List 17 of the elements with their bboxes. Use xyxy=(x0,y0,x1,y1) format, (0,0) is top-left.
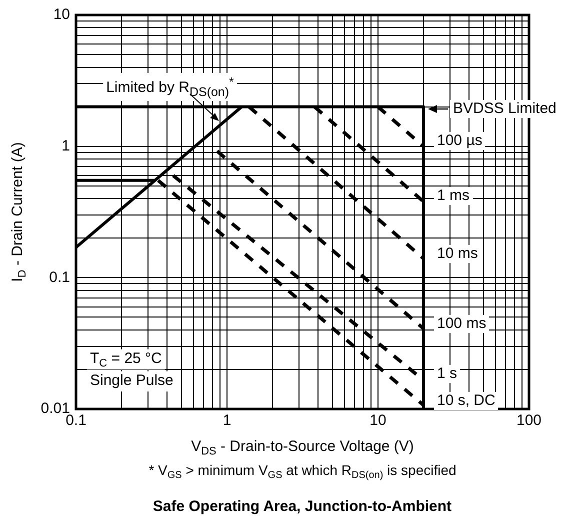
x-tick-label: 0.1 xyxy=(66,412,86,430)
y-tick-label: 0.1 xyxy=(49,268,70,286)
annotation: 100 ms xyxy=(434,315,490,333)
y-axis-title: ID - Drain Current (A) xyxy=(9,142,29,282)
y-tick-label: 1 xyxy=(62,137,70,154)
y-tick-label: 10 xyxy=(53,6,70,24)
annotation: 1 s xyxy=(434,365,460,383)
text: Safe Operating Area, Junction-to-Ambient xyxy=(152,498,452,516)
annotation: 1 ms xyxy=(434,187,473,205)
x-tick-label: 1 xyxy=(222,412,232,430)
annotation: Single Pulse xyxy=(90,372,174,390)
annotation: 10 s, DC xyxy=(434,392,498,410)
x-tick-label: 10 xyxy=(370,412,386,430)
annotation: 10 ms xyxy=(434,245,481,263)
x-tick-label: 100 xyxy=(516,412,542,430)
annotation: BVDSS Limited xyxy=(450,100,560,118)
annotation: 100 µs xyxy=(434,132,486,150)
